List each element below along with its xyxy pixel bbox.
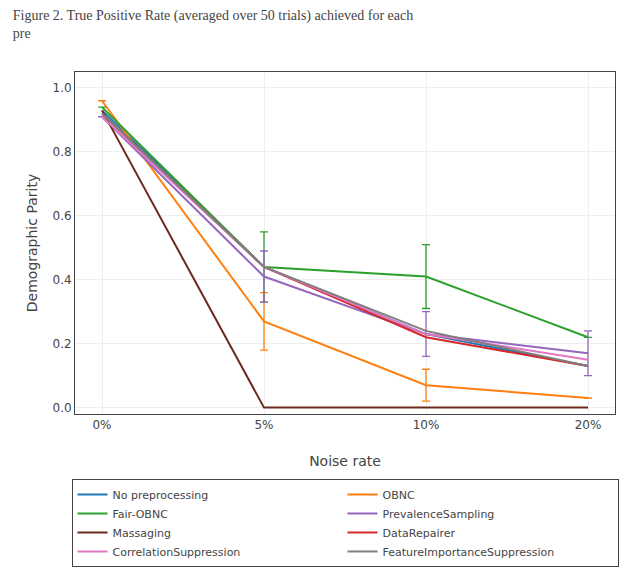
svg-text:0.4: 0.4 xyxy=(53,273,72,287)
svg-text:20%: 20% xyxy=(575,418,602,432)
svg-text:Demographic Parity: Demographic Parity xyxy=(24,174,40,312)
svg-text:Figure 2. True Positive Rate (: Figure 2. True Positive Rate (averaged o… xyxy=(13,8,413,41)
svg-text:Noise rate: Noise rate xyxy=(309,453,381,469)
svg-text:PrevalenceSampling: PrevalenceSampling xyxy=(383,508,495,521)
svg-text:0.6: 0.6 xyxy=(53,209,72,223)
svg-text:No preprocessing: No preprocessing xyxy=(113,489,209,502)
svg-text:5%: 5% xyxy=(254,418,273,432)
svg-text:CorrelationSuppression: CorrelationSuppression xyxy=(113,546,241,559)
svg-text:0.2: 0.2 xyxy=(53,337,72,351)
svg-text:1.0: 1.0 xyxy=(53,81,72,95)
svg-text:Fair-OBNC: Fair-OBNC xyxy=(113,508,169,521)
svg-text:0%: 0% xyxy=(92,418,111,432)
svg-text:DataRepairer: DataRepairer xyxy=(383,527,456,540)
svg-text:Massaging: Massaging xyxy=(113,527,171,540)
svg-text:OBNC: OBNC xyxy=(383,489,415,502)
svg-text:0.0: 0.0 xyxy=(53,401,72,415)
svg-text:FeatureImportanceSuppression: FeatureImportanceSuppression xyxy=(383,546,555,559)
svg-text:0.8: 0.8 xyxy=(53,145,72,159)
svg-text:10%: 10% xyxy=(413,418,440,432)
